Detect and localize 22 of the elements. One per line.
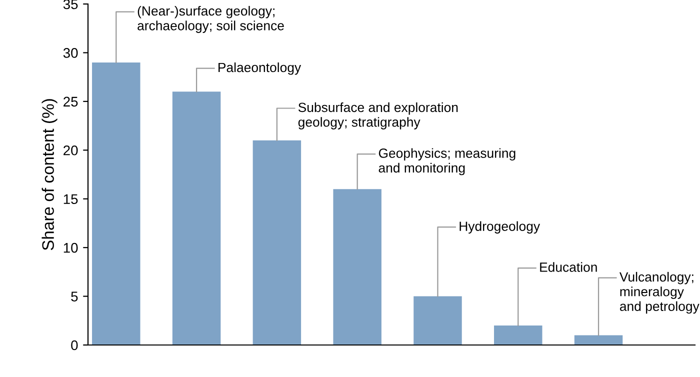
bar xyxy=(494,326,542,345)
bar xyxy=(414,296,462,345)
y-tick-label: 10 xyxy=(64,242,78,253)
y-axis-title: Share of content (%) xyxy=(42,99,58,250)
bar xyxy=(574,335,623,345)
y-tick-label: 15 xyxy=(64,194,78,204)
bar xyxy=(252,140,302,345)
y-tick-label: 5 xyxy=(71,292,78,302)
y-tick-label: 20 xyxy=(64,145,78,156)
y-tick-label: 25 xyxy=(64,96,78,107)
annotation: Geophysics; measuring and monitoring xyxy=(378,148,516,176)
annotation: Education xyxy=(540,262,597,272)
bar xyxy=(172,92,221,345)
annotation: Palaeontology xyxy=(218,62,302,75)
annotation: (Near-)surface geology; archaeology; soil science xyxy=(138,6,284,33)
annotation: Hydrogeology xyxy=(460,221,540,234)
annotation: Vulcanology; mineralogy and petrology xyxy=(619,272,700,314)
y-tick-label: 30 xyxy=(63,48,78,58)
annotation: Subsurface and exploration geology; stratigraphy xyxy=(298,102,458,130)
bar xyxy=(92,62,140,345)
bar xyxy=(333,189,382,345)
y-tick-label: 0 xyxy=(71,340,78,350)
